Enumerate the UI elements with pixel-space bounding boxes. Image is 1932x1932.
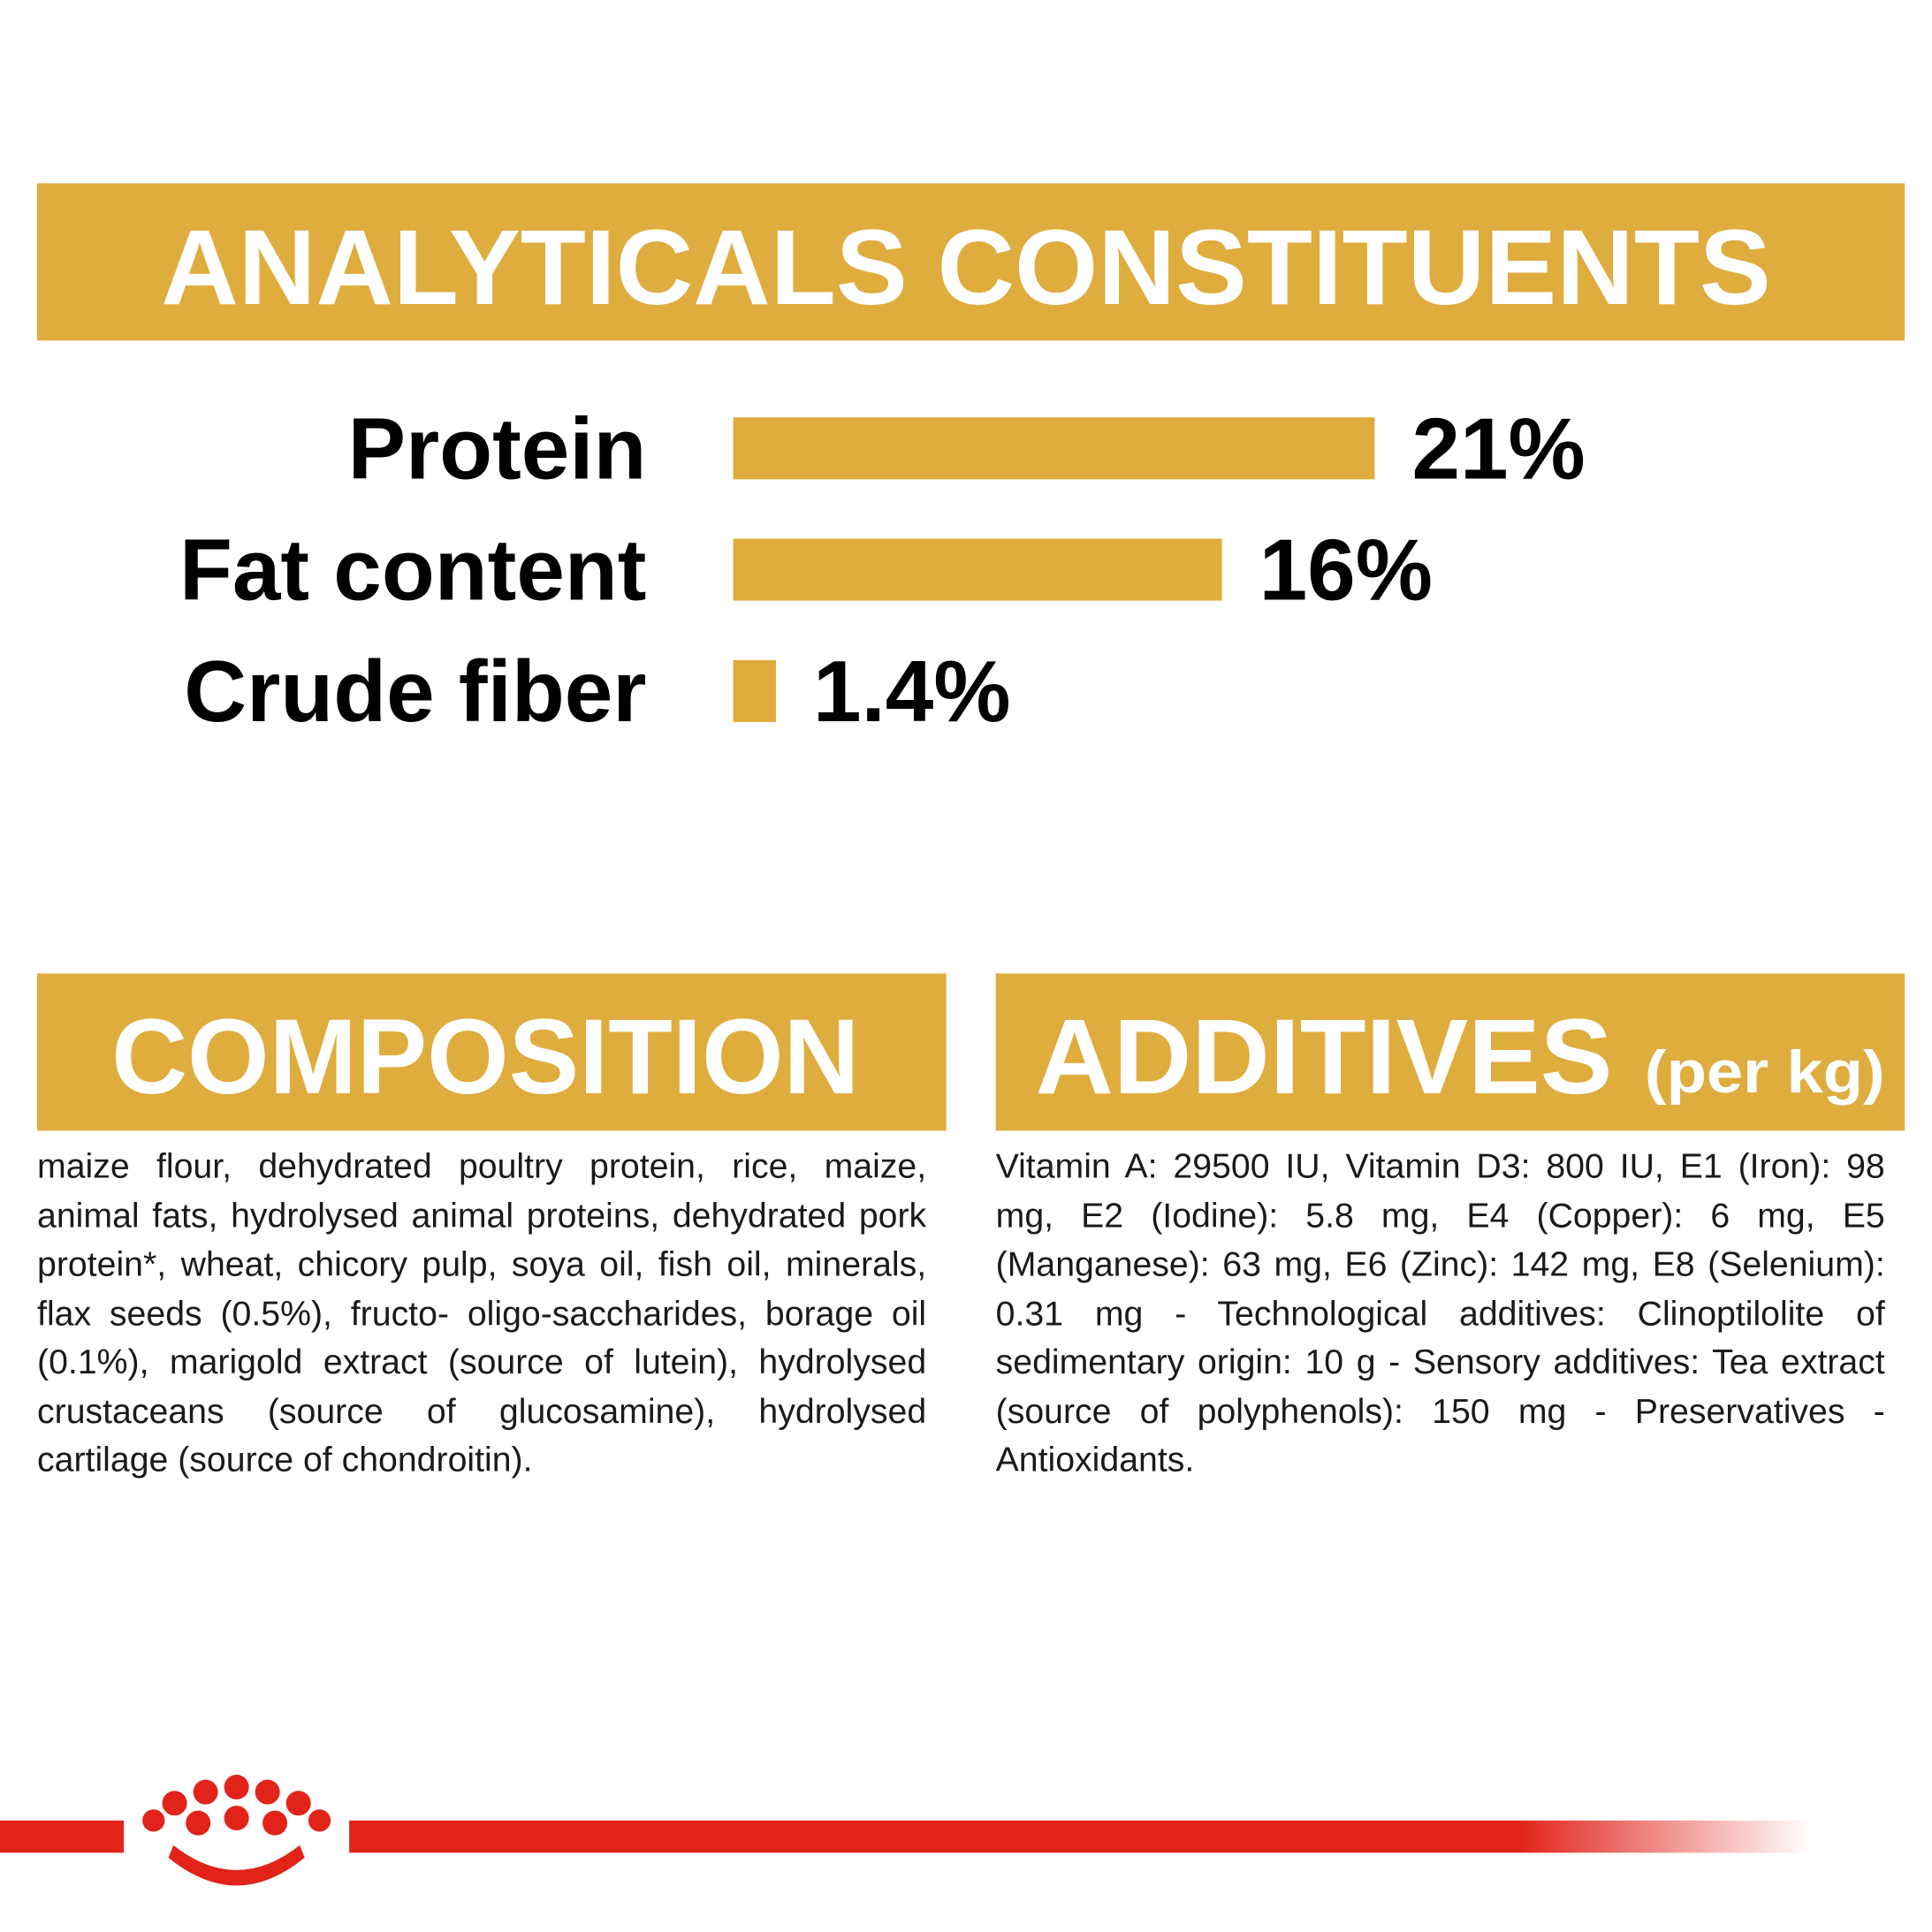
red-line — [349, 1820, 1811, 1853]
title-banner — [37, 183, 1905, 341]
bar — [733, 659, 776, 722]
category-label: Fat content — [179, 521, 647, 619]
composition-banner — [37, 973, 947, 1131]
value-label: 21% — [1411, 399, 1585, 497]
category-label: Crude fiber — [184, 643, 646, 740]
additives-banner — [995, 973, 1905, 1131]
crown-logo — [142, 1775, 331, 1886]
brand-line — [0, 1775, 1811, 1886]
additives-unit: (per kg) — [1645, 1039, 1885, 1106]
composition-title: COMPOSITION — [111, 997, 859, 1116]
composition-text: maize flour, dehydrated poultry protein,… — [37, 1146, 927, 1479]
red-line — [0, 1820, 125, 1853]
bar — [733, 538, 1222, 601]
additives-text: Vitamin A: 29500 IU, Vitamin D3: 800 IU,… — [995, 1146, 1885, 1479]
category-label: Protein — [348, 399, 647, 497]
value-label: 16% — [1259, 521, 1433, 619]
additives-title: ADDITIVES — [1035, 997, 1612, 1116]
bar — [733, 417, 1375, 480]
value-label: 1.4% — [813, 643, 1011, 740]
chart-title: ANALYTICALS CONSTITUENTS — [161, 208, 1771, 327]
